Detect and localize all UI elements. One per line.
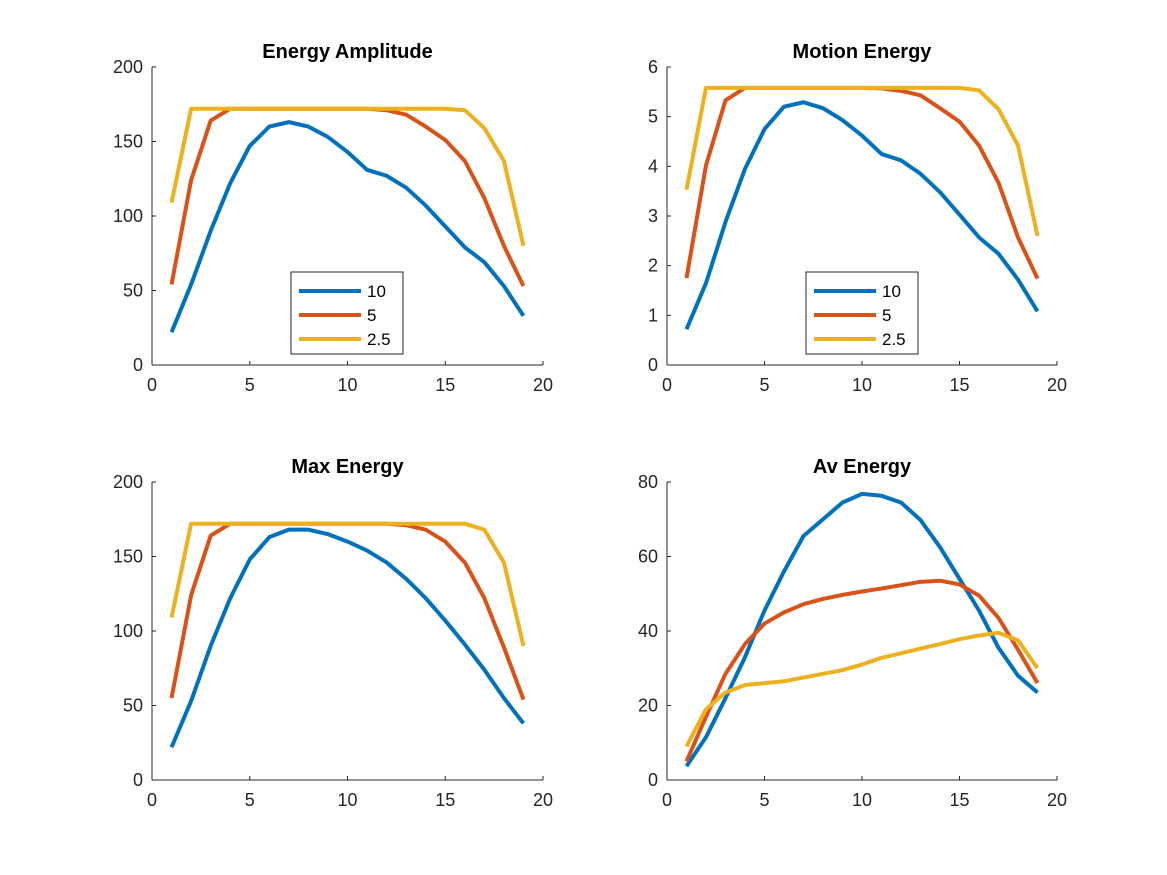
x-tick-label: 15 — [949, 790, 969, 810]
chart-title: Motion Energy — [793, 41, 933, 63]
legend-label: 10 — [882, 282, 901, 301]
y-tick-label: 0 — [648, 770, 658, 790]
series-line-10 — [684, 491, 1039, 768]
x-tick-label: 20 — [533, 375, 553, 395]
chart-title: Energy Amplitude — [262, 41, 432, 63]
y-tick-label: 1 — [648, 305, 658, 325]
x-tick-label: 5 — [245, 790, 255, 810]
y-tick-label: 0 — [133, 770, 143, 790]
x-tick-label: 5 — [759, 790, 769, 810]
y-tick-label: 150 — [113, 132, 143, 152]
y-tick-label: 4 — [648, 156, 658, 176]
x-tick-label: 10 — [337, 375, 357, 395]
series-line-10 — [169, 120, 526, 333]
y-tick-label: 0 — [133, 355, 143, 375]
x-tick-label: 5 — [245, 375, 255, 395]
y-tick-label: 6 — [648, 57, 658, 77]
series-line-2-5 — [169, 521, 526, 647]
x-tick-label: 15 — [949, 375, 969, 395]
y-tick-label: 200 — [113, 472, 143, 492]
legend: 10 5 2.5 — [805, 271, 919, 355]
x-tick-label: 15 — [435, 375, 455, 395]
legend-label: 2.5 — [882, 330, 906, 349]
x-tick-label: 0 — [147, 790, 157, 810]
legend-label: 10 — [367, 282, 386, 301]
x-tick-label: 10 — [337, 790, 357, 810]
x-tick-label: 20 — [533, 790, 553, 810]
y-tick-label: 40 — [638, 621, 658, 641]
y-tick-label: 60 — [638, 547, 658, 567]
x-tick-label: 10 — [852, 790, 872, 810]
series-line-10 — [169, 527, 526, 748]
x-tick-label: 20 — [1047, 375, 1067, 395]
series-line-5 — [684, 578, 1040, 763]
y-tick-label: 200 — [113, 57, 143, 77]
subplot-2: 0 5 10 15 20 0 1 2 3 4 5 6 Motion Energy 10 5 2.5 — [648, 41, 1067, 395]
y-tick-label: 100 — [113, 621, 143, 641]
legend-label: 2.5 — [367, 330, 391, 349]
subplot-4: 0 5 10 15 20 0 20 40 60 80 Av Energy — [638, 456, 1067, 810]
series-line-2-5 — [684, 630, 1040, 748]
y-tick-label: 100 — [113, 206, 143, 226]
y-tick-label: 150 — [113, 547, 143, 567]
y-tick-label: 20 — [638, 696, 658, 716]
y-tick-label: 5 — [648, 107, 658, 127]
y-tick-label: 80 — [638, 472, 658, 492]
legend-label: 5 — [367, 306, 376, 325]
y-tick-label: 50 — [123, 696, 143, 716]
y-tick-label: 50 — [123, 281, 143, 301]
series-line-10 — [684, 100, 1040, 331]
legend-label: 5 — [882, 306, 891, 325]
chart-title: Max Energy — [291, 456, 404, 478]
series-line-2-5 — [169, 106, 526, 247]
series-line-2-5 — [684, 85, 1040, 237]
x-tick-label: 0 — [662, 790, 672, 810]
y-tick-label: 0 — [648, 355, 658, 375]
y-tick-label: 2 — [648, 256, 658, 276]
x-tick-label: 5 — [759, 375, 769, 395]
x-tick-label: 15 — [435, 790, 455, 810]
y-tick-label: 3 — [648, 206, 658, 226]
chart-title: Av Energy — [813, 456, 912, 478]
x-tick-label: 20 — [1047, 790, 1067, 810]
x-tick-label: 0 — [147, 375, 157, 395]
x-tick-label: 0 — [662, 375, 672, 395]
x-tick-label: 10 — [852, 375, 872, 395]
legend: 10 5 2.5 — [290, 271, 404, 355]
